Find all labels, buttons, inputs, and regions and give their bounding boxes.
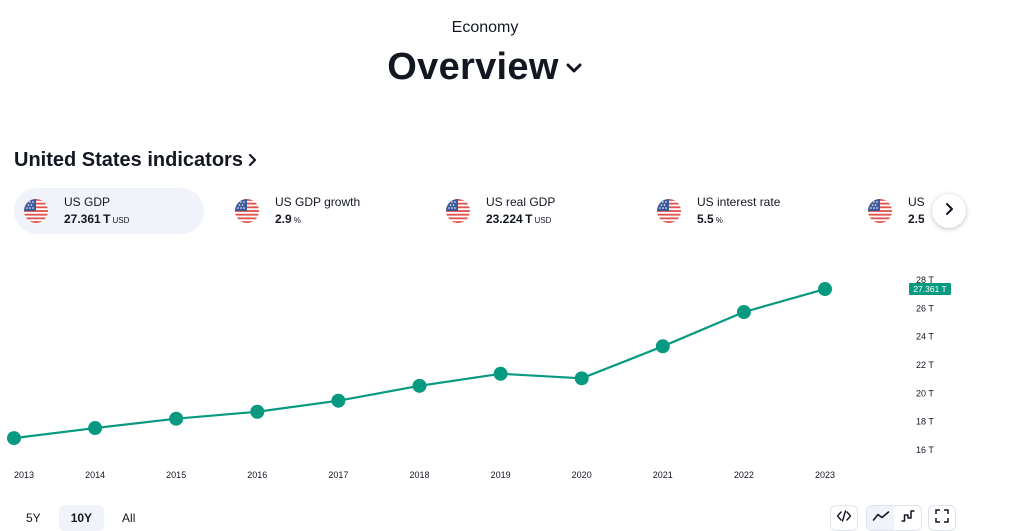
x-tick-label: 2013 [14,470,34,480]
range-5y-button[interactable]: 5Y [26,511,41,525]
next-indicators-button[interactable] [932,194,966,228]
indicator-value: 2.5% [908,211,924,226]
x-tick-label: 2015 [166,470,186,480]
x-tick-label: 2019 [491,470,511,480]
data-point [7,431,21,446]
data-point [331,393,346,408]
x-tick-label: 2016 [247,470,267,480]
y-axis: 16 T 18 T 20 T 22 T 24 T 26 T 28 T [916,275,934,455]
indicator-value: 27.361 T USD [64,211,130,226]
y-tick-label: 22 T [916,360,934,370]
indicator-card-us-gdp[interactable]: US GDP 27.361 T USD [14,188,204,234]
fullscreen-button[interactable] [928,505,956,531]
indicator-card-us-gdp-growth[interactable]: US GDP growth 2.9% [225,188,415,234]
indicator-card-us-inflation[interactable]: US infla 2.5% [858,188,924,234]
indicator-cards: US GDP 27.361 T USD US GDP growth 2.9% US… [14,188,924,236]
line-style-button[interactable] [867,506,894,530]
line-chart-icon [872,509,890,528]
step-style-button[interactable] [894,506,921,530]
y-tick-label: 16 T [916,445,934,455]
data-point [736,305,751,320]
x-tick-label: 2018 [409,470,429,480]
section-title-link[interactable]: United States indicators [14,148,257,173]
data-point [88,421,103,436]
embed-code-button[interactable] [830,505,858,531]
range-all-button[interactable]: All [122,511,136,525]
code-embed-icon [836,509,852,528]
fullscreen-icon [935,508,949,528]
y-tick-label: 20 T [916,388,934,398]
last-value-marker: 27.361 T [909,283,951,296]
data-point [250,404,265,419]
x-axis: 2013 2014 2015 2016 2017 2018 2019 2020 2021 2022… [14,470,835,480]
last-value-label: 27.361 T [913,284,946,294]
x-tick-label: 2021 [653,470,673,480]
series-line [13,287,826,440]
data-point [412,378,427,393]
data-point [574,371,589,386]
y-tick-label: 28 T [916,275,934,285]
page-title: Overview [387,46,559,88]
indicator-value: 5.5% [697,211,723,226]
chevron-down-icon[interactable] [565,61,583,79]
range-10y-button[interactable]: 10Y [58,505,105,531]
indicator-name: US GDP growth [275,194,361,209]
us-flag-icon [235,199,259,223]
chart-style-toggle [866,505,922,531]
indicator-card-us-real-gdp[interactable]: US real GDP 23.224 T USD [436,188,626,234]
indicator-card-us-interest-rate[interactable]: US interest rate 5.5% [647,188,837,234]
data-point [493,366,508,381]
data-point [818,282,832,297]
indicator-value: 23.224 T USD [486,211,552,226]
range-selector: 5Y 10Y All [14,505,147,531]
gdp-line-chart[interactable]: 16 T18 T20 T22 T24 T26 T28 T 2013 2014 201… [0,262,1000,490]
us-flag-icon [446,199,470,223]
data-point [655,339,670,354]
y-tick-label: 24 T [916,332,934,342]
series-us-gdp [7,282,832,446]
chevron-right-icon [247,150,257,173]
y-tick-label: 18 T [916,417,934,427]
us-flag-icon [24,199,48,223]
step-chart-icon [900,509,916,528]
page-eyebrow: Economy [451,19,519,36]
x-tick-label: 2022 [734,470,754,480]
y-tick-label: 26 T [916,303,934,313]
indicator-name: US GDP [64,194,111,209]
indicator-name: US infla [908,194,924,209]
indicator-name: US real GDP [486,194,556,209]
chevron-right-icon [944,202,954,221]
page-title-row[interactable]: Overview [0,46,970,89]
x-tick-label: 2020 [572,470,592,480]
last-value-badge [909,283,951,296]
data-point [169,411,184,426]
x-tick-label: 2014 [85,470,105,480]
us-flag-icon [657,199,681,223]
section-title: United States indicators [14,149,243,171]
us-flag-icon [868,199,892,223]
indicator-name: US interest rate [697,194,781,209]
x-tick-label: 2017 [328,470,348,480]
x-tick-label: 2023 [815,470,835,480]
indicator-value: 2.9% [275,211,301,226]
